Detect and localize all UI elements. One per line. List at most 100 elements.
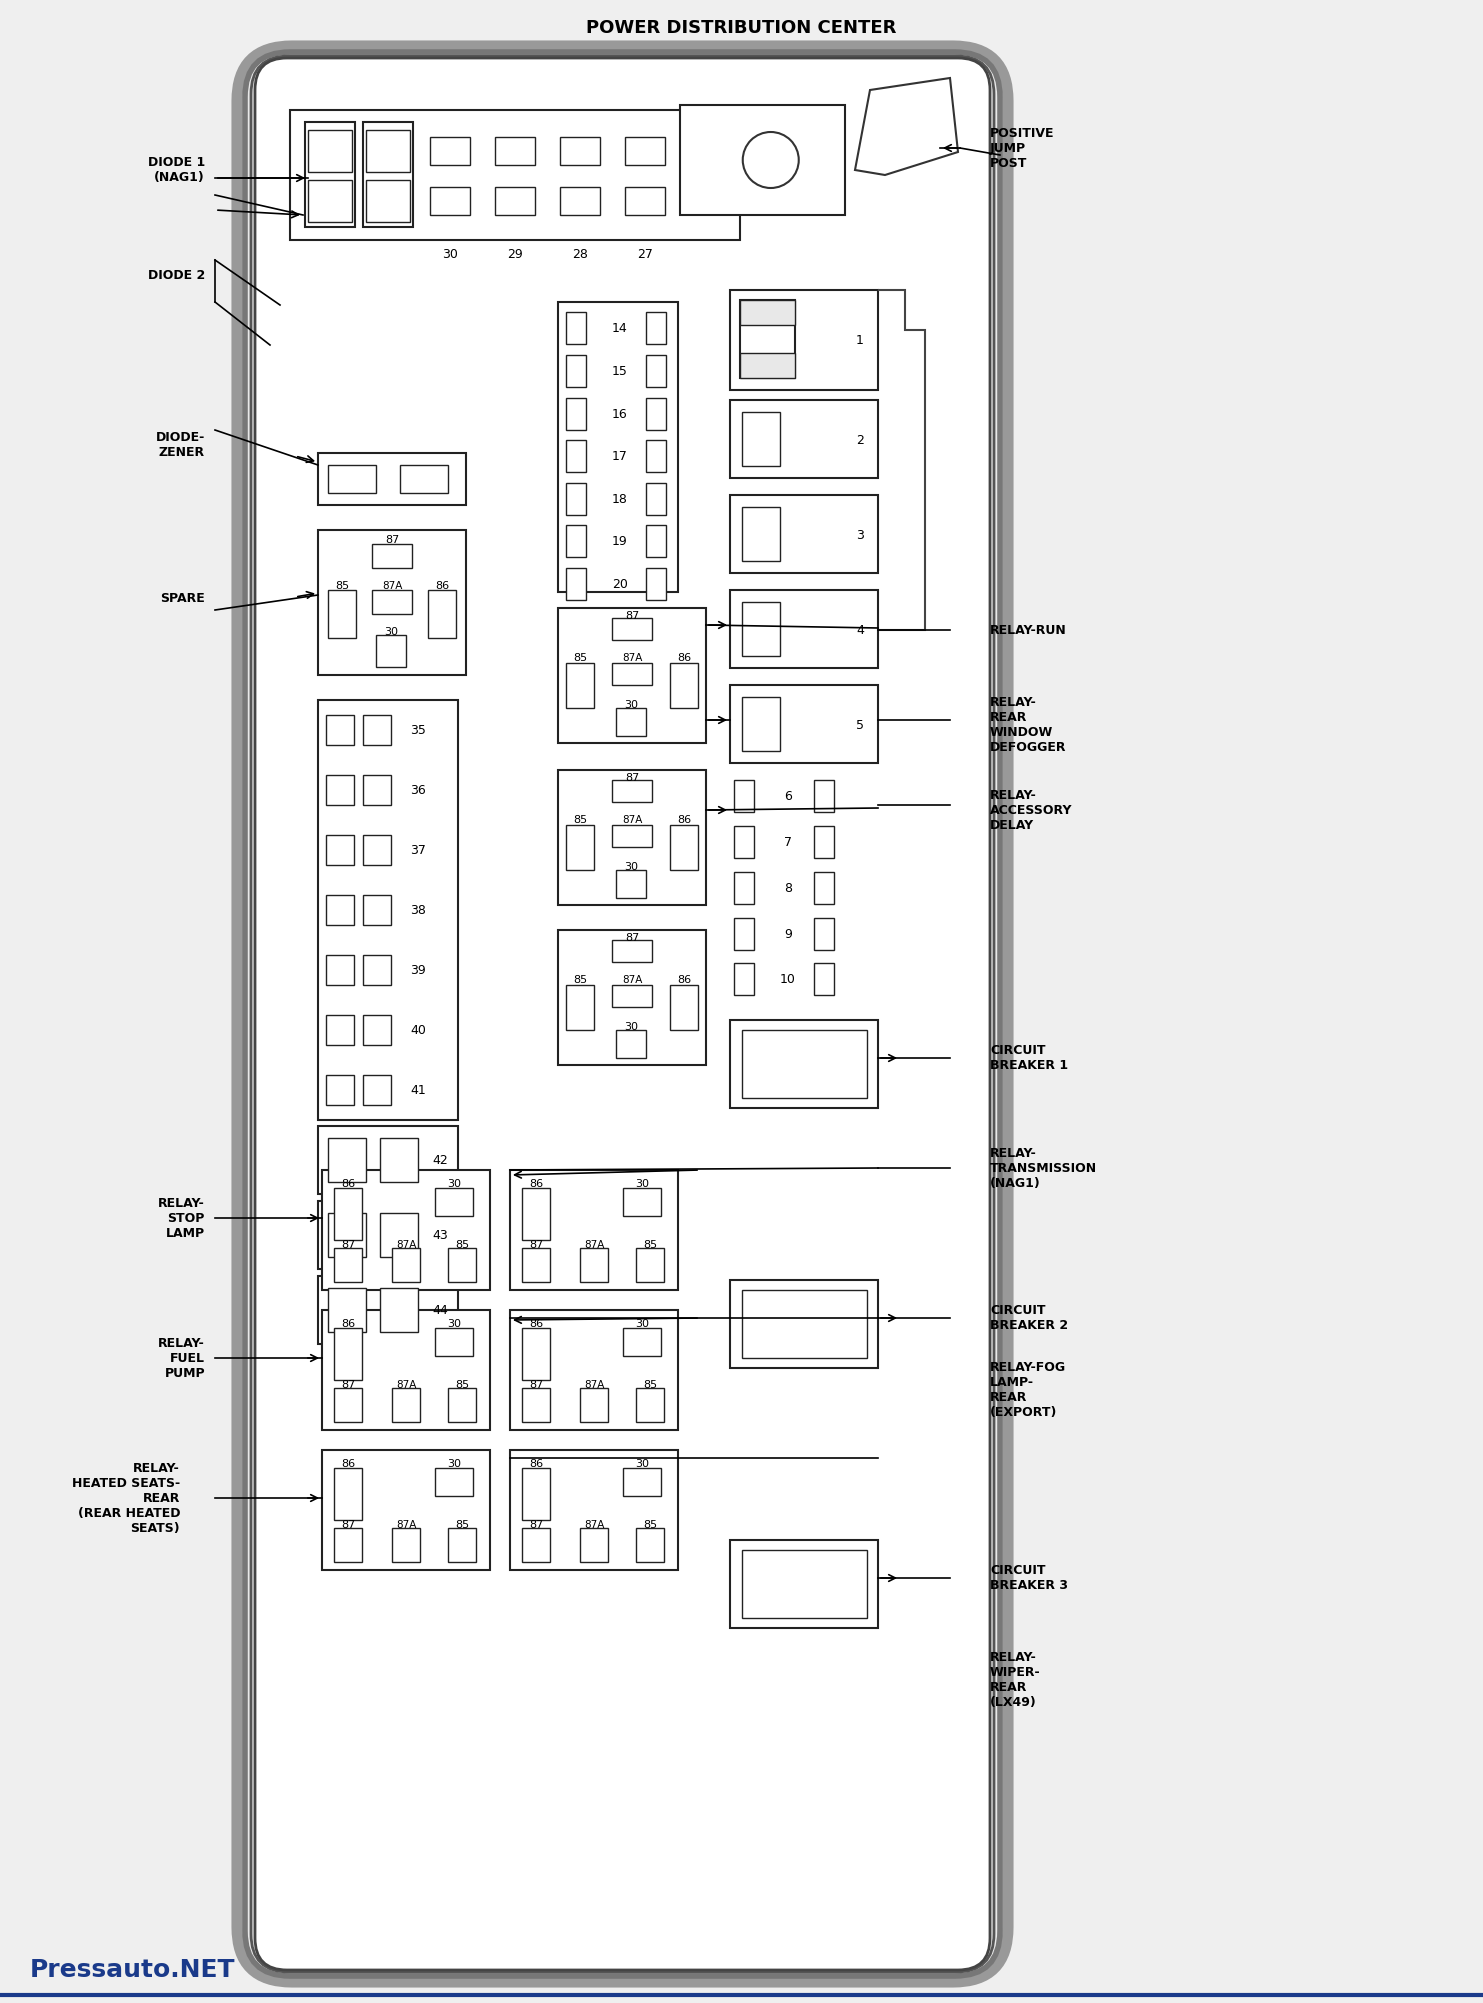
Text: 1: 1 bbox=[856, 335, 865, 347]
Bar bbox=[363, 122, 412, 226]
Bar bbox=[322, 1450, 489, 1570]
Text: 87: 87 bbox=[529, 1520, 543, 1530]
Bar bbox=[742, 1290, 868, 1358]
Circle shape bbox=[743, 132, 799, 188]
Bar bbox=[561, 186, 601, 214]
Text: 87: 87 bbox=[341, 1520, 354, 1530]
Bar bbox=[366, 130, 409, 172]
Bar bbox=[730, 401, 878, 479]
Text: 85: 85 bbox=[644, 1240, 657, 1250]
Bar bbox=[730, 1280, 878, 1368]
Bar bbox=[580, 1528, 608, 1562]
Bar bbox=[326, 895, 354, 925]
Text: 85: 85 bbox=[644, 1520, 657, 1530]
Bar bbox=[328, 1214, 366, 1258]
Bar bbox=[647, 441, 666, 473]
Bar bbox=[567, 985, 595, 1030]
Bar bbox=[734, 779, 753, 811]
Bar bbox=[435, 1468, 473, 1496]
Bar bbox=[742, 413, 780, 467]
Bar bbox=[612, 985, 653, 1008]
Text: 5: 5 bbox=[856, 719, 865, 731]
Bar bbox=[522, 1528, 550, 1562]
Bar bbox=[624, 186, 664, 214]
Bar bbox=[567, 825, 595, 869]
Bar bbox=[392, 1388, 420, 1422]
Bar bbox=[495, 186, 535, 214]
Bar bbox=[363, 895, 392, 925]
Text: RELAY-
TRANSMISSION
(NAG1): RELAY- TRANSMISSION (NAG1) bbox=[991, 1146, 1097, 1190]
Text: 17: 17 bbox=[612, 449, 627, 463]
Bar bbox=[567, 355, 586, 387]
Bar bbox=[363, 1076, 392, 1106]
Text: 7: 7 bbox=[785, 835, 792, 849]
Bar bbox=[392, 1248, 420, 1282]
Text: RELAY-
STOP
LAMP: RELAY- STOP LAMP bbox=[159, 1196, 205, 1240]
Bar bbox=[734, 871, 753, 903]
Bar bbox=[363, 775, 392, 805]
Text: 9: 9 bbox=[785, 927, 792, 941]
Text: 27: 27 bbox=[638, 248, 653, 260]
Bar bbox=[334, 1388, 362, 1422]
Text: 87A: 87A bbox=[621, 653, 642, 663]
Text: 85: 85 bbox=[572, 975, 587, 985]
Bar bbox=[612, 619, 653, 641]
Bar bbox=[567, 525, 586, 557]
Text: 86: 86 bbox=[676, 975, 691, 985]
Bar bbox=[326, 1016, 354, 1046]
Bar bbox=[317, 531, 466, 675]
Bar bbox=[366, 180, 409, 222]
Text: 87: 87 bbox=[624, 773, 639, 783]
Bar bbox=[740, 300, 795, 324]
Bar bbox=[334, 1328, 362, 1380]
Bar bbox=[730, 290, 878, 391]
Bar bbox=[377, 635, 406, 667]
Bar bbox=[730, 1020, 878, 1108]
Bar bbox=[317, 1276, 458, 1344]
Bar bbox=[448, 1388, 476, 1422]
Text: 2: 2 bbox=[856, 433, 865, 447]
Bar bbox=[380, 1138, 418, 1182]
Bar bbox=[567, 569, 586, 601]
Bar bbox=[430, 186, 470, 214]
Bar bbox=[522, 1248, 550, 1282]
Bar bbox=[510, 1170, 678, 1290]
Bar bbox=[363, 1016, 392, 1046]
Bar bbox=[328, 1138, 366, 1182]
Text: 30: 30 bbox=[446, 1458, 461, 1468]
Bar bbox=[380, 1288, 418, 1332]
Bar bbox=[636, 1388, 664, 1422]
Text: 87A: 87A bbox=[584, 1240, 604, 1250]
Text: 43: 43 bbox=[432, 1228, 448, 1242]
Bar bbox=[567, 441, 586, 473]
Text: 85: 85 bbox=[572, 815, 587, 825]
Bar bbox=[742, 603, 780, 657]
Text: DIODE 2: DIODE 2 bbox=[148, 268, 205, 282]
Bar bbox=[326, 775, 354, 805]
Bar bbox=[291, 110, 740, 240]
Bar bbox=[334, 1468, 362, 1520]
Text: 19: 19 bbox=[612, 535, 627, 547]
Text: 16: 16 bbox=[612, 407, 627, 421]
Text: 86: 86 bbox=[529, 1458, 543, 1468]
Text: RELAY-
HEATED SEATS-
REAR
(REAR HEATED
SEATS): RELAY- HEATED SEATS- REAR (REAR HEATED S… bbox=[71, 1462, 179, 1534]
Bar bbox=[567, 399, 586, 431]
Bar bbox=[615, 707, 647, 735]
Bar bbox=[363, 955, 392, 985]
Text: 30: 30 bbox=[635, 1458, 650, 1468]
Bar bbox=[580, 1388, 608, 1422]
FancyBboxPatch shape bbox=[237, 46, 1008, 1983]
Text: 86: 86 bbox=[435, 581, 449, 591]
Bar bbox=[730, 591, 878, 667]
Bar bbox=[317, 453, 466, 505]
Text: POWER DISTRIBUTION CENTER: POWER DISTRIBUTION CENTER bbox=[586, 18, 897, 36]
Bar bbox=[522, 1328, 550, 1380]
Bar bbox=[740, 300, 795, 379]
Bar bbox=[624, 136, 664, 164]
Text: 87: 87 bbox=[386, 535, 399, 545]
Bar bbox=[623, 1328, 661, 1356]
Text: 15: 15 bbox=[612, 365, 627, 377]
Bar bbox=[647, 483, 666, 515]
Bar bbox=[647, 312, 666, 345]
Bar bbox=[647, 525, 666, 557]
